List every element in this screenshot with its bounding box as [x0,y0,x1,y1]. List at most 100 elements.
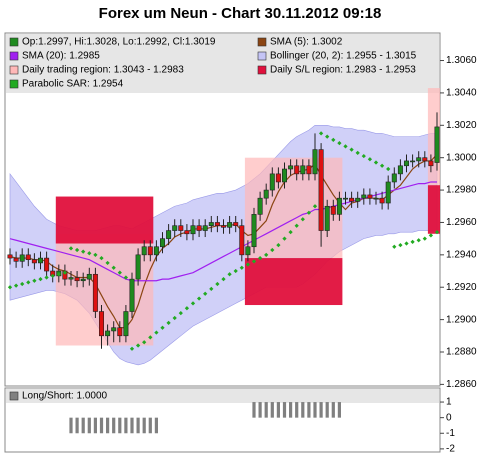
sar-dot [264,252,269,257]
sar-dot [410,239,415,245]
bar [252,402,256,418]
legend-label: Long/Short: 1.0000 [22,391,108,402]
legend-swatch [9,79,19,89]
candle-body [123,311,129,337]
candle-body [166,230,172,239]
bar [289,402,293,418]
sar-dot [325,134,330,139]
candle-body [397,165,403,175]
sar-dot [190,301,196,306]
candle-body [342,197,348,200]
bar [87,417,91,434]
sar-dot [196,296,202,301]
sar-dot [68,246,74,251]
candle-body [160,238,166,248]
bar [124,417,128,434]
candle-body [80,278,86,282]
sar-dot [148,335,153,340]
candle-body [263,189,269,199]
sar-dot [209,286,214,291]
bar [301,402,305,418]
sar-dot [379,163,385,168]
legend-label: Op:1.2997, Hi:1.3028, Lo:1.2992, Cl:1.30… [22,37,216,48]
legend-label: Daily S/L region: 1.2983 - 1.2953 [270,65,416,76]
candle-body [379,197,385,204]
sar-dot [331,137,336,142]
candle-body [208,222,214,226]
region [55,196,154,244]
sar-dot [74,247,80,253]
sar-dot [166,320,171,325]
y-tick-label: 1.3060 [446,55,477,66]
bar [81,417,85,434]
legend-box [6,34,439,93]
legend-swatch [9,391,19,401]
candle-body [31,259,37,264]
y-tick-label: 1.2940 [446,249,477,260]
legend-label: Daily trading region: 1.3043 - 1.2983 [22,65,184,76]
candle-body [422,157,428,162]
bar [148,417,152,434]
candle-body [233,222,239,226]
candle-body [257,197,263,215]
sar-dot [184,306,190,311]
candle-body [117,327,123,337]
bar [136,417,140,434]
y-tick-label: -1 [446,428,455,439]
candle-body [355,197,361,202]
sar-dot [355,150,360,155]
bar [112,417,116,434]
sar-dot [160,325,165,330]
candle-body [13,257,19,262]
sar-dot [87,251,92,256]
candle-body [147,246,153,256]
candle-body [141,246,147,256]
candle-body [330,205,336,215]
sar-dot [343,144,348,149]
candle-body [214,222,220,226]
bar [307,402,311,418]
candle-body [37,257,43,264]
candle-body [361,194,367,199]
candle-body [44,257,50,272]
candle-body [239,225,245,256]
legend-swatch [9,51,19,61]
legend-swatch [257,51,267,61]
candle-body [7,254,13,259]
sar-dot [129,346,135,351]
candle-body [349,197,355,202]
candle-body [410,160,416,163]
candle-body [251,214,257,248]
candle-body [68,277,74,280]
candle-body [178,225,184,231]
sar-dot [373,160,379,165]
region [244,258,343,306]
sar-dot [349,147,354,152]
sar-dot [337,140,342,146]
candle-body [129,278,135,312]
bar [69,417,73,434]
bar [282,402,287,418]
sar-dot [404,241,409,246]
y-tick-label: 1.2920 [446,282,477,293]
bar [75,417,79,434]
y-tick-label: 1.3020 [446,120,477,131]
sar-dot [428,233,434,238]
candle-body [391,173,397,183]
bar [295,402,299,418]
sar-dot [135,343,141,348]
sar-dot [392,244,397,249]
candle-body [19,254,25,262]
y-tick-label: 1 [446,397,452,408]
bar [319,402,323,418]
bar [325,402,329,418]
candle-body [294,165,300,175]
legend-swatch [9,65,19,75]
candle-body [288,165,294,170]
sar-dot [203,291,208,296]
bar [264,402,268,418]
sar-dot [294,223,299,228]
candle-body [403,160,409,167]
candle-body [221,225,227,228]
